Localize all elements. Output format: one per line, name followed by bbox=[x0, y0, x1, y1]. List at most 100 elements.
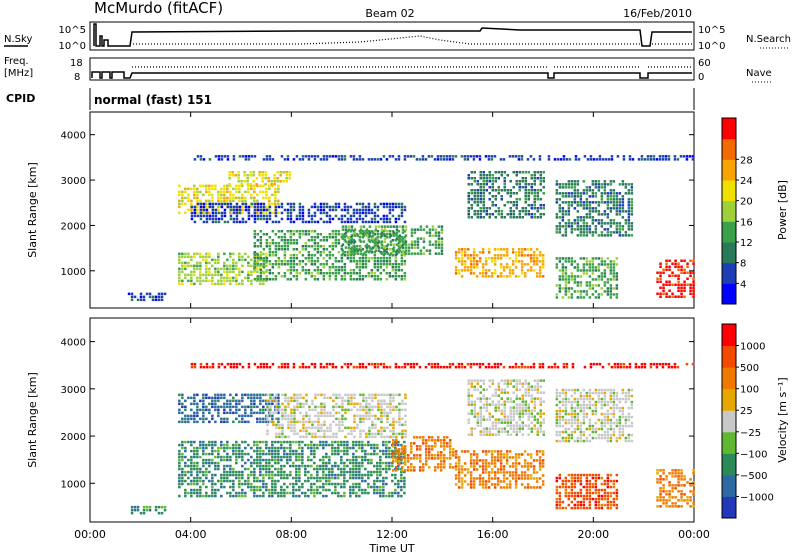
power-cell bbox=[539, 174, 542, 177]
power-cell bbox=[205, 202, 208, 206]
velocity-cell bbox=[346, 449, 349, 453]
velocity-cell bbox=[437, 451, 440, 454]
power-cell bbox=[467, 198, 470, 201]
power-cell bbox=[661, 158, 665, 161]
velocity-cell bbox=[370, 452, 373, 456]
velocity-cell bbox=[268, 461, 271, 465]
velocity-cell bbox=[184, 414, 187, 418]
velocity-cell bbox=[196, 402, 199, 406]
power-cell bbox=[301, 214, 305, 218]
power-cell bbox=[316, 155, 320, 158]
velocity-cell bbox=[370, 461, 373, 465]
power-cell bbox=[279, 180, 282, 183]
power-cell bbox=[374, 240, 378, 243]
velocity-cell bbox=[485, 418, 488, 421]
velocity-cell bbox=[514, 465, 518, 468]
velocity-cell bbox=[223, 443, 226, 447]
velocity-cell bbox=[217, 396, 220, 400]
velocity-cell bbox=[289, 449, 292, 453]
velocity-cell bbox=[272, 396, 275, 400]
power-cell bbox=[229, 205, 233, 209]
velocity-cell bbox=[470, 385, 473, 388]
power-cell bbox=[500, 189, 503, 192]
velocity-cell bbox=[220, 455, 223, 459]
velocity-cell bbox=[367, 458, 370, 462]
power-cell bbox=[130, 298, 134, 302]
velocity-cell bbox=[499, 486, 503, 489]
power-cell bbox=[493, 257, 497, 260]
power-cell bbox=[391, 202, 395, 206]
power-cell bbox=[184, 273, 187, 277]
power-cell bbox=[493, 263, 497, 266]
power-cell bbox=[340, 158, 344, 161]
power-cell bbox=[247, 270, 250, 274]
velocity-cell bbox=[379, 488, 382, 492]
power-cell bbox=[646, 155, 650, 158]
velocity-cell bbox=[317, 411, 320, 415]
power-cell bbox=[205, 199, 208, 203]
power-cell bbox=[220, 202, 224, 206]
power-cell bbox=[388, 260, 392, 263]
velocity-cell bbox=[241, 452, 244, 456]
power-cell bbox=[573, 195, 577, 198]
power-cell bbox=[539, 216, 542, 219]
power-cell bbox=[561, 296, 565, 299]
velocity-cell bbox=[317, 405, 320, 409]
power-cell bbox=[591, 293, 595, 296]
velocity-cell bbox=[310, 443, 313, 447]
power-cell bbox=[289, 230, 293, 233]
velocity-cell bbox=[374, 414, 377, 418]
power-cell bbox=[618, 213, 622, 216]
power-cell bbox=[244, 258, 247, 262]
power-cell bbox=[347, 243, 351, 246]
velocity-cell bbox=[238, 443, 241, 447]
power-cell bbox=[385, 263, 389, 266]
power-cell bbox=[385, 205, 389, 209]
velocity-cell bbox=[350, 429, 353, 433]
velocity-cell bbox=[355, 476, 358, 480]
velocity-cell bbox=[298, 473, 301, 477]
power-cell bbox=[367, 202, 371, 206]
power-cell bbox=[220, 273, 223, 277]
power-cell bbox=[615, 228, 619, 231]
power-cell bbox=[193, 214, 197, 218]
velocity-cell bbox=[490, 483, 494, 486]
velocity-cell bbox=[478, 465, 482, 468]
power-colorbar-label: 28 bbox=[740, 155, 753, 166]
power-cell bbox=[564, 183, 568, 186]
velocity-cell bbox=[419, 454, 422, 457]
power-cell bbox=[600, 263, 604, 266]
freq-right-tick-lo: 0 bbox=[698, 72, 704, 83]
power-cell bbox=[391, 214, 395, 218]
power-cell bbox=[262, 258, 265, 262]
power-cell bbox=[340, 214, 344, 218]
power-cell bbox=[509, 189, 512, 192]
velocity-cell bbox=[313, 455, 316, 459]
velocity-cell bbox=[341, 396, 344, 400]
power-cell bbox=[621, 225, 625, 228]
power-cell bbox=[349, 275, 353, 278]
power-cell bbox=[470, 177, 473, 180]
velocity-cell bbox=[296, 405, 299, 409]
power-cell bbox=[573, 278, 577, 281]
power-cell bbox=[334, 257, 338, 260]
velocity-cell bbox=[335, 402, 338, 406]
velocity-cell bbox=[373, 479, 376, 483]
power-cell bbox=[532, 251, 536, 254]
velocity-cell bbox=[496, 483, 500, 486]
power-cell bbox=[421, 158, 425, 161]
velocity-cell bbox=[217, 399, 220, 403]
power-cell bbox=[630, 201, 634, 204]
power-cell bbox=[561, 257, 565, 260]
power-cell bbox=[585, 293, 589, 296]
velocity-cell bbox=[283, 455, 286, 459]
power-cell bbox=[265, 275, 269, 278]
velocity-cell bbox=[473, 403, 476, 406]
power-cell bbox=[262, 158, 266, 161]
velocity-cell bbox=[298, 470, 301, 474]
velocity-cell bbox=[307, 470, 310, 474]
power-cell bbox=[382, 214, 386, 218]
velocity-cell bbox=[392, 393, 395, 397]
power-cell bbox=[475, 155, 479, 158]
power-cell bbox=[659, 292, 662, 295]
